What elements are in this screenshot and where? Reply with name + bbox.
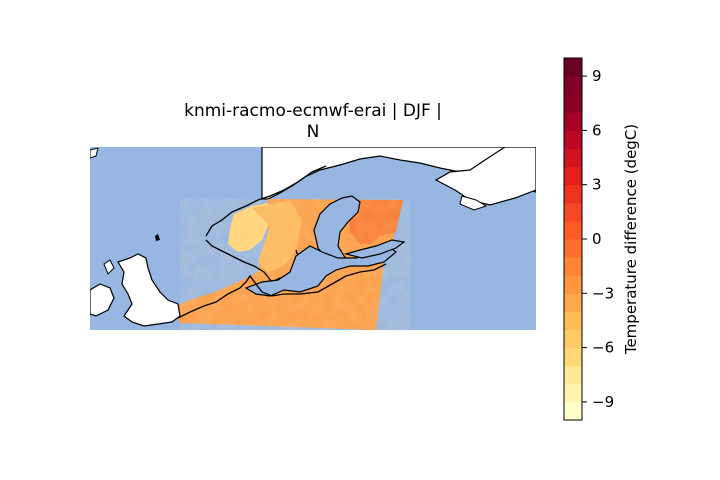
colorbar-tick-label: −9 xyxy=(592,393,614,411)
colorbar-tick-label: 0 xyxy=(592,230,602,248)
colorbar-ticks: 9 6 3 0 −3 −6 −9 xyxy=(582,67,614,411)
colorbar-swatch xyxy=(564,329,582,349)
colorbar-swatch xyxy=(564,112,582,131)
map-title-line1: knmi-racmo-ecmwf-erai | DJF | xyxy=(184,101,442,121)
colorbar-tick-label: 6 xyxy=(592,121,602,139)
colorbar-swatch xyxy=(564,166,582,186)
colorbar-swatch xyxy=(564,130,582,149)
colorbar: 9 6 3 0 −3 −6 −9 Temperature difference (degC) xyxy=(563,57,640,421)
coastline-gulf-finland xyxy=(343,239,406,259)
colorbar-swatch xyxy=(564,401,582,421)
land-islands-north xyxy=(459,195,488,211)
colorbar-swatch xyxy=(564,76,582,95)
land-hebrides xyxy=(103,259,115,275)
land-great-britain xyxy=(117,253,181,327)
colorbar-swatch xyxy=(564,94,582,113)
colorbar-swatches xyxy=(564,58,582,421)
colorbar-swatch xyxy=(564,311,582,330)
land-faroe xyxy=(155,234,160,241)
colorbar-tick-label: −6 xyxy=(592,339,614,357)
colorbar-swatch xyxy=(564,275,582,294)
colorbar-swatch xyxy=(564,220,582,240)
colorbar-swatch xyxy=(564,148,582,168)
land-iceland-edge xyxy=(90,147,99,159)
colorbar-swatch xyxy=(564,293,582,312)
colorbar-swatch xyxy=(564,58,582,77)
land-ireland xyxy=(90,283,115,317)
colorbar-tick-label: 9 xyxy=(592,67,602,85)
map-title-line2: N xyxy=(307,122,320,142)
colorbar-swatch xyxy=(564,202,582,222)
colorbar-swatch xyxy=(564,347,582,367)
colorbar-swatch xyxy=(564,239,582,258)
colorbar-swatch xyxy=(564,365,582,385)
colorbar-swatch xyxy=(564,257,582,276)
colorbar-tick-label: 3 xyxy=(592,176,602,194)
temperature-field xyxy=(172,199,410,330)
colorbar-label: Temperature difference (degC) xyxy=(622,124,640,355)
colorbar-swatch xyxy=(564,184,582,204)
coastline-baltic xyxy=(244,245,397,297)
coastline-continent xyxy=(177,263,387,319)
colorbar-swatch xyxy=(564,383,582,403)
colorbar-tick-label: −3 xyxy=(592,284,614,302)
map-panel xyxy=(90,147,536,330)
